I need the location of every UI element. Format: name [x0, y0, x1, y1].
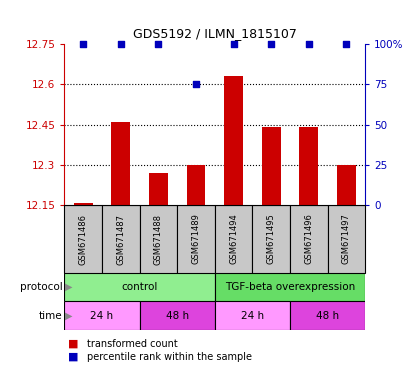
Text: percentile rank within the sample: percentile rank within the sample	[87, 352, 252, 362]
Bar	[102, 205, 139, 273]
Text: time: time	[39, 311, 62, 321]
Bar	[177, 205, 215, 273]
Text: GSM671489: GSM671489	[191, 214, 200, 265]
Text: GSM671488: GSM671488	[154, 214, 163, 265]
Bar	[262, 127, 281, 205]
Text: GSM671496: GSM671496	[304, 214, 313, 265]
Bar	[139, 205, 177, 273]
Text: ■: ■	[68, 352, 79, 362]
Bar	[74, 203, 93, 205]
Point	[155, 41, 162, 47]
Bar	[252, 205, 290, 273]
Point	[268, 41, 274, 47]
Bar	[299, 127, 318, 205]
Text: GSM671495: GSM671495	[267, 214, 276, 265]
Point	[343, 41, 350, 47]
Title: GDS5192 / ILMN_1815107: GDS5192 / ILMN_1815107	[133, 27, 297, 40]
Bar	[215, 205, 252, 273]
Point	[305, 41, 312, 47]
Bar	[64, 205, 102, 273]
Text: GSM671494: GSM671494	[229, 214, 238, 265]
Bar	[187, 165, 205, 205]
Bar	[327, 205, 365, 273]
Bar	[290, 205, 327, 273]
Bar	[64, 273, 215, 301]
Point	[80, 41, 86, 47]
Text: ▶: ▶	[65, 311, 73, 321]
Text: 24 h: 24 h	[241, 311, 264, 321]
Bar	[290, 301, 365, 330]
Point	[193, 81, 199, 88]
Bar	[139, 301, 215, 330]
Point	[230, 41, 237, 47]
Text: GSM671497: GSM671497	[342, 214, 351, 265]
Text: 48 h: 48 h	[316, 311, 339, 321]
Text: transformed count: transformed count	[87, 339, 178, 349]
Point	[117, 41, 124, 47]
Bar	[337, 165, 356, 205]
Bar	[224, 76, 243, 205]
Text: GSM671486: GSM671486	[78, 214, 88, 265]
Text: ■: ■	[68, 339, 79, 349]
Bar	[64, 301, 139, 330]
Text: ▶: ▶	[65, 282, 73, 292]
Text: protocol: protocol	[20, 282, 62, 292]
Text: 48 h: 48 h	[166, 311, 189, 321]
Text: TGF-beta overexpression: TGF-beta overexpression	[225, 282, 355, 292]
Bar	[215, 273, 365, 301]
Bar	[215, 301, 290, 330]
Bar	[111, 122, 130, 205]
Text: GSM671487: GSM671487	[116, 214, 125, 265]
Text: control: control	[121, 282, 158, 292]
Bar	[149, 173, 168, 205]
Text: 24 h: 24 h	[90, 311, 113, 321]
